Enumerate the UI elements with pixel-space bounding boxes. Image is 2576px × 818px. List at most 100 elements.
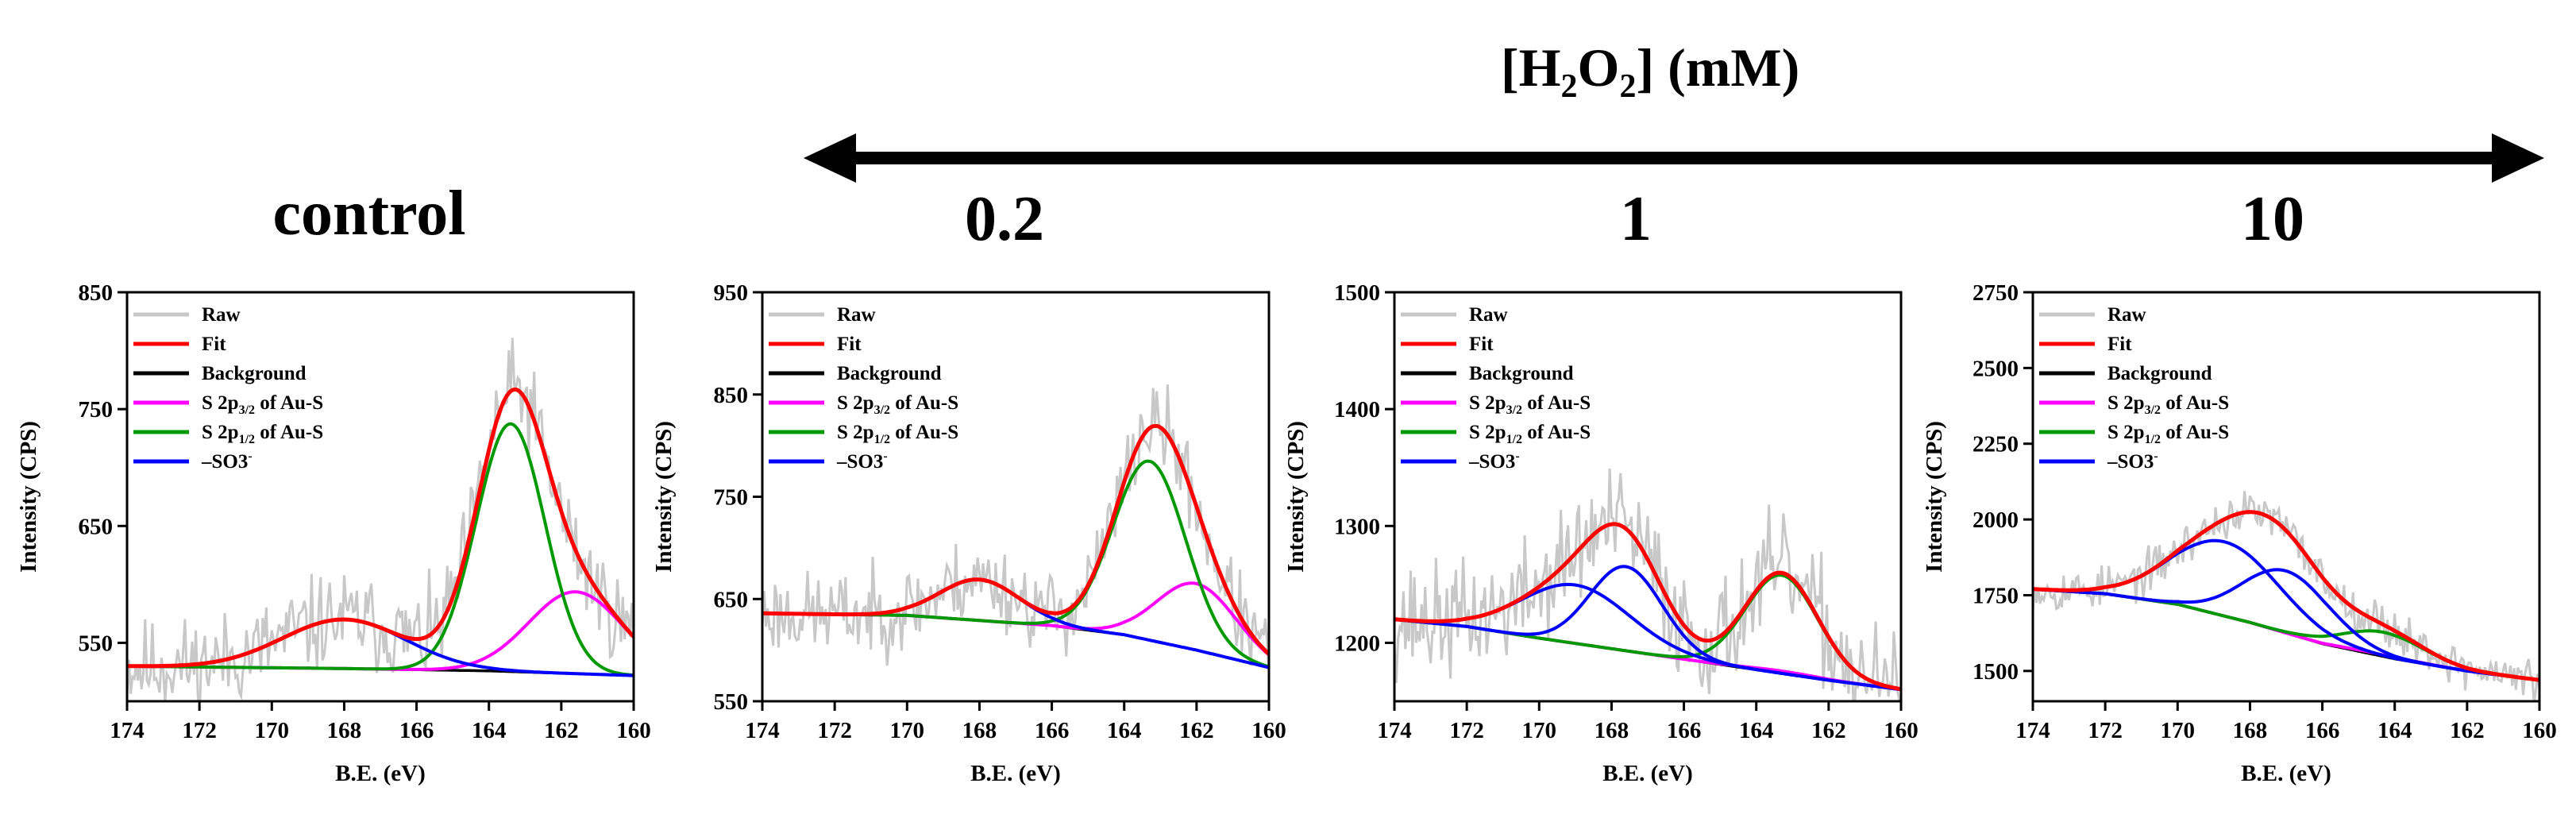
y-axis-label: Intensity (CPS) xyxy=(16,421,41,573)
legend-background-label: Background xyxy=(202,363,307,384)
legend-so3-label: –SO3- xyxy=(2107,450,2158,473)
legend-fit-label: Fit xyxy=(202,334,226,355)
x-tick-label: 174 xyxy=(2015,718,2050,743)
legend-s2p32-label: S 2p3/2 of Au-S xyxy=(837,392,958,417)
legend-raw-label: Raw xyxy=(837,304,876,326)
y-tick-label: 1750 xyxy=(1972,583,2019,608)
x-tick-label: 174 xyxy=(1377,718,1412,743)
legend-raw-label: Raw xyxy=(2107,304,2146,326)
x-tick-label: 172 xyxy=(2088,718,2123,743)
legend-background-label: Background xyxy=(2107,363,2212,384)
fit-line xyxy=(1394,522,1901,692)
x-tick-label: 172 xyxy=(817,718,852,743)
plot-area xyxy=(127,338,634,701)
legend-s2p32-label: S 2p3/2 of Au-S xyxy=(202,392,323,417)
x-tick-label: 170 xyxy=(255,718,290,743)
y-axis-label: Intensity (CPS) xyxy=(651,421,677,573)
y-tick-label: 1500 xyxy=(1972,659,2019,685)
y-tick-label: 550 xyxy=(714,689,749,715)
x-tick-label: 162 xyxy=(544,718,579,743)
x-axis-label: B.E. (eV) xyxy=(2241,761,2331,786)
legend: Raw Fit Background S 2p3/2 of Au-S S 2p1/2 o… xyxy=(133,304,323,473)
legend-s2p32-label: S 2p3/2 of Au-S xyxy=(2107,392,2229,417)
y-tick-label: 1300 xyxy=(1334,514,1380,539)
x-tick-label: 164 xyxy=(1739,718,1774,743)
y-tick-label: 750 xyxy=(714,485,749,511)
y-tick-label: 2000 xyxy=(1972,507,2019,533)
legend-raw-label: Raw xyxy=(1469,304,1508,326)
legend: Raw Fit Background S 2p3/2 of Au-S S 2p1/2 o… xyxy=(769,304,958,473)
arrow-left-head xyxy=(804,133,856,183)
legend-so3-label: –SO3- xyxy=(1468,450,1520,473)
fit-line xyxy=(762,423,1269,656)
raw-data-line xyxy=(2033,491,2539,701)
y-tick-label: 650 xyxy=(714,587,749,612)
panel-title-control: control xyxy=(273,179,466,249)
legend-s2p12-label: S 2p1/2 of Au-S xyxy=(837,422,958,446)
so3-line-peak-2 xyxy=(2033,568,2539,682)
legend-s2p12-label: S 2p1/2 of Au-S xyxy=(2107,422,2229,446)
y-tick-label: 950 xyxy=(714,280,749,306)
plot-area xyxy=(1394,469,1901,701)
x-tick-label: 174 xyxy=(110,718,145,743)
legend-fit-label: Fit xyxy=(2107,334,2132,355)
x-tick-label: 166 xyxy=(1035,718,1070,743)
x-tick-label: 166 xyxy=(1667,718,1702,743)
arrow-right-head xyxy=(2492,133,2544,183)
x-tick-label: 166 xyxy=(399,718,434,743)
x-tick-label: 170 xyxy=(2161,718,2196,743)
x-tick-label: 160 xyxy=(1251,718,1286,743)
y-tick-label: 850 xyxy=(79,280,114,306)
x-tick-label: 170 xyxy=(890,718,925,743)
x-tick-label: 164 xyxy=(472,718,507,743)
x-tick-label: 164 xyxy=(2377,718,2412,743)
x-tick-label: 170 xyxy=(1522,718,1557,743)
legend-s2p32-label: S 2p3/2 of Au-S xyxy=(1469,392,1591,417)
y-tick-label: 550 xyxy=(79,631,114,656)
legend: Raw Fit Background S 2p3/2 of Au-S S 2p1/2 o… xyxy=(1401,304,1591,473)
x-tick-label: 168 xyxy=(962,718,997,743)
x-axis-label: B.E. (eV) xyxy=(335,761,426,786)
x-tick-label: 164 xyxy=(1107,718,1142,743)
x-tick-label: 162 xyxy=(2450,718,2485,743)
y-tick-label: 2750 xyxy=(1972,280,2019,306)
concentration-title: [H2O2] (mM) xyxy=(1501,37,1799,105)
y-tick-label: 2250 xyxy=(1972,432,2019,457)
panel-title-1: 1 xyxy=(1620,184,1652,254)
legend-background-label: Background xyxy=(1469,363,1574,384)
chart-panel-control: 174 172 170 168 166 164 162 160 550 650 750 850 B.E.… xyxy=(16,280,651,786)
y-tick-label: 650 xyxy=(79,514,114,539)
x-tick-label: 162 xyxy=(1811,718,1846,743)
x-tick-label: 160 xyxy=(1884,718,1919,743)
legend-fit-label: Fit xyxy=(837,334,862,355)
plot-frame xyxy=(2031,291,2541,703)
panel-title-10: 10 xyxy=(2241,184,2304,254)
plot-frame xyxy=(1393,291,1903,703)
legend-s2p12-label: S 2p1/2 of Au-S xyxy=(202,422,323,446)
legend: Raw Fit Background S 2p3/2 of Au-S S 2p1/2 o… xyxy=(2039,304,2229,473)
y-tick-label: 750 xyxy=(79,397,114,423)
x-tick-label: 168 xyxy=(1595,718,1629,743)
y-tick-label: 1400 xyxy=(1334,397,1380,423)
legend-so3-label: –SO3- xyxy=(201,450,253,473)
y-tick-label: 1200 xyxy=(1334,631,1380,656)
panel-title-0.2: 0.2 xyxy=(965,184,1044,254)
x-tick-label: 160 xyxy=(616,718,651,743)
x-tick-label: 168 xyxy=(2233,718,2268,743)
chart-panel-10: 174 172 170 168 166 164 162 160 1500 1750 2000 2250… xyxy=(1922,280,2557,786)
legend-raw-label: Raw xyxy=(202,304,241,326)
x-tick-label: 168 xyxy=(327,718,362,743)
panels: 174 172 170 168 166 164 162 160 550 650 750 850 B.E.… xyxy=(16,280,2557,786)
x-tick-label: 172 xyxy=(182,718,217,743)
x-tick-label: 162 xyxy=(1179,718,1214,743)
legend-fit-label: Fit xyxy=(1469,334,1494,355)
x-axis-label: B.E. (eV) xyxy=(1602,761,1693,786)
fit-line xyxy=(2033,510,2539,682)
legend-s2p12-label: S 2p1/2 of Au-S xyxy=(1469,422,1591,446)
raw-data-line xyxy=(1394,469,1901,701)
chart-panel-1: 174 172 170 168 166 164 162 160 1200 1300 1400 1500… xyxy=(1283,280,1919,786)
y-tick-label: 2500 xyxy=(1972,356,2019,381)
plot-area xyxy=(762,384,1269,672)
y-tick-label: 1500 xyxy=(1334,280,1380,306)
